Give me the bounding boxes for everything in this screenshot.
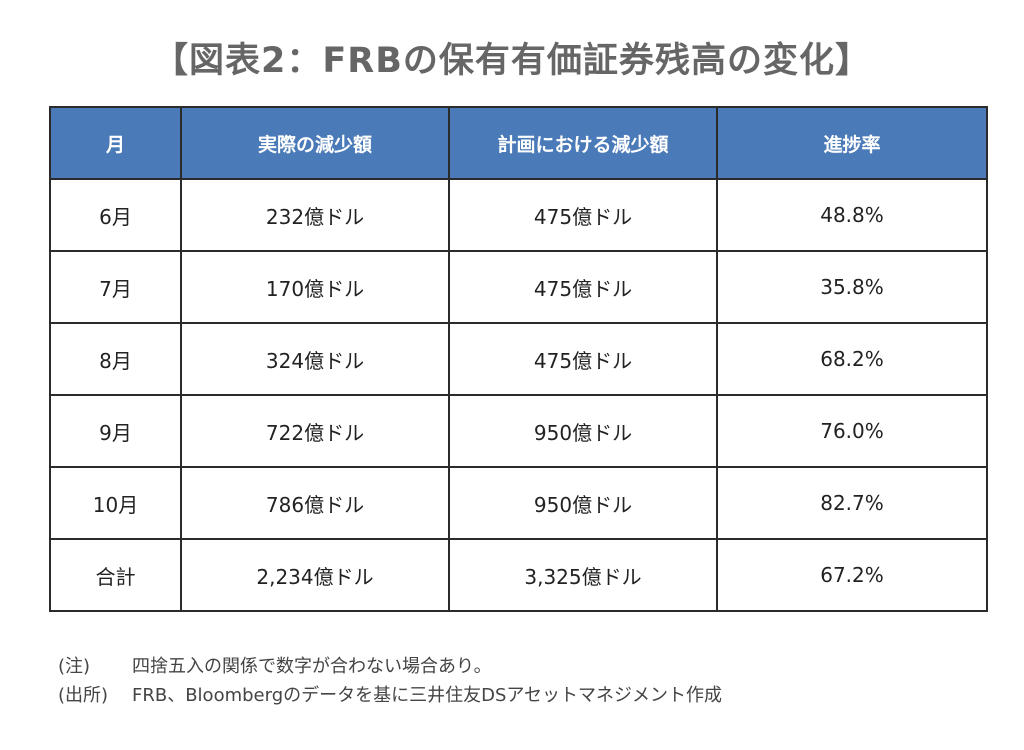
footnote-note-tag: (注)	[58, 656, 91, 677]
progress-rate-cell: 48.8%	[716, 178, 988, 252]
month-cell: 9月	[49, 394, 182, 468]
month-cell: 8月	[49, 322, 182, 396]
total-planned-reduction-cell: 3,325億ドル	[448, 538, 718, 612]
table-row: 10月 786億ドル 950億ドル 82.7%	[49, 466, 988, 540]
actual-reduction-cell: 170億ドル	[180, 250, 450, 324]
planned-reduction-cell: 950億ドル	[448, 466, 718, 540]
table-row: 7月 170億ドル 475億ドル 35.8%	[49, 250, 988, 324]
planned-reduction-cell: 475億ドル	[448, 250, 718, 324]
footnote-source-text: FRB、Bloombergのデータを基に三井住友DSアセットマネジメント作成	[132, 685, 723, 706]
footnote-source-tag: (出所)	[58, 685, 109, 706]
actual-reduction-cell: 324億ドル	[180, 322, 450, 396]
table-row: 9月 722億ドル 950億ドル 76.0%	[49, 394, 988, 468]
data-table: 月 実際の減少額 計画における減少額 進捗率 6月 232億ドル 475億ドル …	[49, 106, 988, 612]
progress-rate-cell: 76.0%	[716, 394, 988, 468]
actual-reduction-cell: 722億ドル	[180, 394, 450, 468]
column-header-planned-reduction: 計画における減少額	[448, 106, 718, 180]
planned-reduction-cell: 475億ドル	[448, 178, 718, 252]
column-header-month: 月	[49, 106, 182, 180]
chart-title: 【図表2：FRBの保有有価証券残高の変化】	[153, 41, 871, 81]
table-row: 8月 324億ドル 475億ドル 68.2%	[49, 322, 988, 396]
progress-rate-cell: 82.7%	[716, 466, 988, 540]
column-header-progress-rate: 進捗率	[716, 106, 988, 180]
planned-reduction-cell: 950億ドル	[448, 394, 718, 468]
progress-rate-cell: 68.2%	[716, 322, 988, 396]
planned-reduction-cell: 475億ドル	[448, 322, 718, 396]
table-header-row: 月 実際の減少額 計画における減少額 進捗率	[49, 106, 988, 180]
month-cell: 10月	[49, 466, 182, 540]
total-actual-reduction-cell: 2,234億ドル	[180, 538, 450, 612]
table-row: 6月 232億ドル 475億ドル 48.8%	[49, 178, 988, 252]
footnote-note-text: 四捨五入の関係で数字が合わない場合あり。	[132, 656, 492, 677]
actual-reduction-cell: 786億ドル	[180, 466, 450, 540]
footnote-note: (注) 四捨五入の関係で数字が合わない場合あり。	[58, 652, 722, 681]
footnotes: (注) 四捨五入の関係で数字が合わない場合あり。 (出所) FRB、Bloomber…	[58, 652, 722, 710]
total-progress-rate-cell: 67.2%	[716, 538, 988, 612]
table-total-row: 合計 2,234億ドル 3,325億ドル 67.2%	[49, 538, 988, 612]
month-cell: 7月	[49, 250, 182, 324]
column-header-actual-reduction: 実際の減少額	[180, 106, 450, 180]
progress-rate-cell: 35.8%	[716, 250, 988, 324]
total-label-cell: 合計	[49, 538, 182, 612]
footnote-source: (出所) FRB、Bloombergのデータを基に三井住友DSアセットマネジメント…	[58, 681, 722, 710]
month-cell: 6月	[49, 178, 182, 252]
actual-reduction-cell: 232億ドル	[180, 178, 450, 252]
